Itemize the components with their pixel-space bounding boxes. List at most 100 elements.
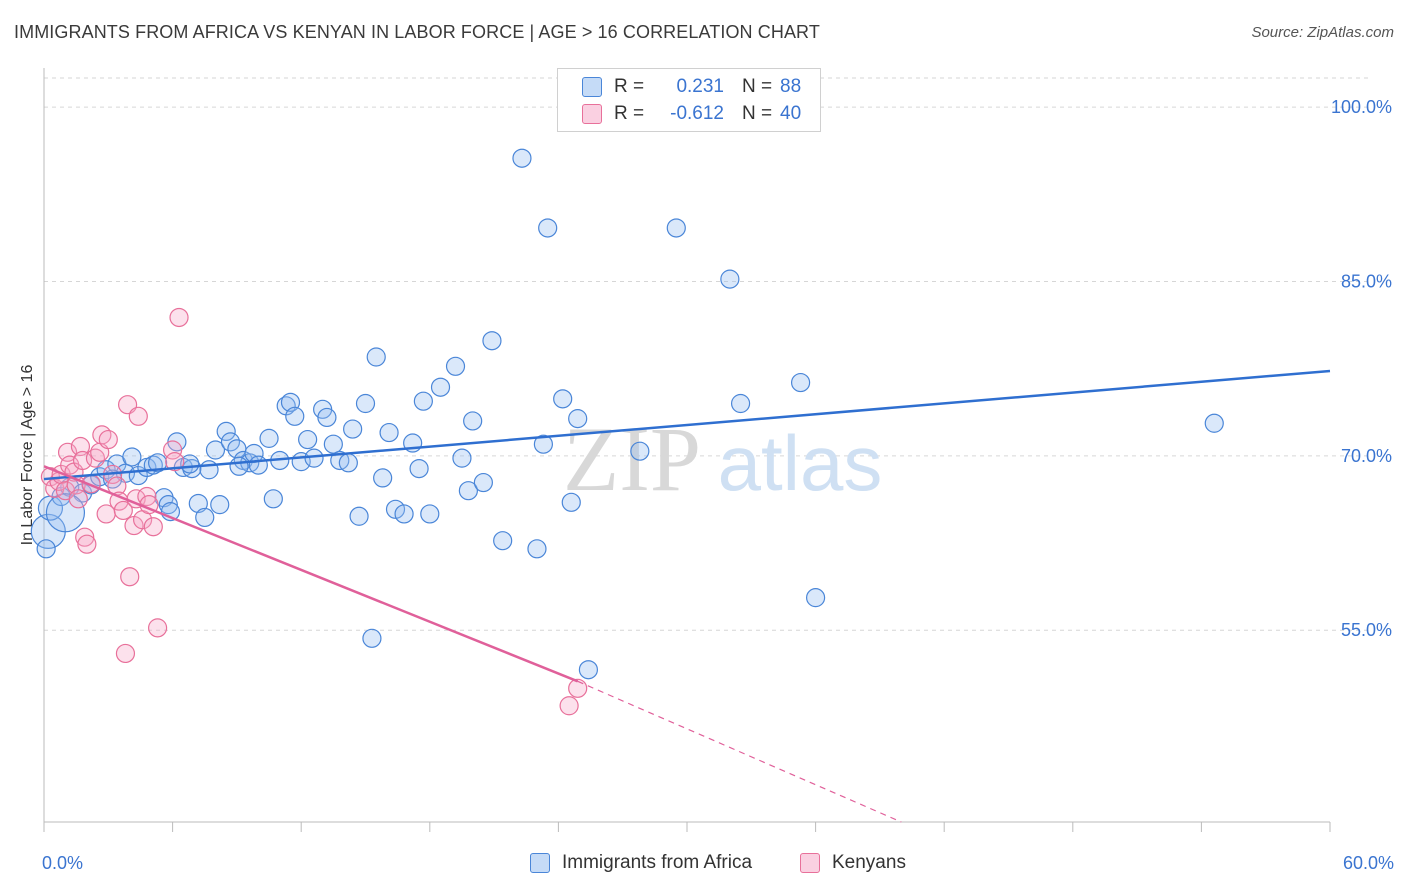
legend-label-kenyans: Kenyans (832, 852, 906, 873)
data-point (559, 696, 579, 716)
data-point (409, 459, 429, 479)
correlation-legend: R = 0.231 N = 88 R = -0.612 N = 40 (557, 68, 821, 132)
legend-item-kenyans: Kenyans (800, 852, 906, 874)
legend-swatch-pink (800, 853, 820, 873)
watermark: ZIP atlas (563, 408, 882, 510)
data-point (75, 527, 95, 547)
data-point (568, 409, 588, 429)
data-point (493, 531, 513, 551)
data-point (113, 500, 133, 521)
data-point (720, 269, 740, 289)
source-label: Source: ZipAtlas.com (1251, 24, 1394, 41)
data-point (120, 567, 140, 587)
trend-line-kenyans-extension (577, 680, 902, 823)
data-point (630, 441, 650, 461)
chart-title: IMMIGRANTS FROM AFRICA VS KENYAN IN LABO… (14, 22, 820, 42)
legend-r-label: R = (614, 76, 645, 97)
data-point (482, 331, 502, 351)
legend-r-value: 0.231 (676, 76, 724, 97)
data-point (561, 492, 581, 512)
data-point (568, 678, 588, 698)
y-tick-label: 85.0% (1341, 271, 1392, 291)
legend-n-label: N = (742, 76, 773, 97)
legend-r-label: R = (614, 103, 645, 124)
data-point (379, 422, 399, 443)
data-point (165, 452, 185, 472)
data-point (70, 436, 91, 457)
data-point (147, 618, 168, 638)
data-point (343, 419, 363, 439)
data-point (323, 434, 343, 454)
data-point (666, 218, 686, 238)
trend-line-kenyans (43, 465, 579, 683)
data-point (98, 429, 118, 450)
data-point (128, 406, 148, 426)
data-point (147, 453, 168, 473)
legend-row-africa: R = 0.231 N = 88 (582, 75, 801, 99)
data-point (413, 391, 433, 411)
data-point (317, 407, 337, 428)
tick-labels: 55.0% 70.0% 85.0% 100.0% 0.0% 60.0% (42, 97, 1394, 873)
data-point (122, 447, 142, 467)
data-point (420, 504, 440, 524)
data-point (430, 377, 451, 397)
series-legend: Immigrants from Africa Kenyans (0, 852, 1406, 878)
data-point (229, 456, 249, 476)
legend-r-value: -0.612 (670, 103, 724, 124)
legend-swatch-blue (530, 853, 550, 873)
data-point (355, 393, 376, 414)
data-point (790, 372, 811, 393)
data-point (188, 493, 208, 514)
data-point (394, 504, 414, 524)
legend-row-kenyans: R = -0.612 N = 40 (582, 102, 801, 126)
data-point (163, 440, 183, 460)
series-immigrants-from-africa (30, 148, 1224, 680)
legend-swatch-pink (582, 104, 602, 124)
data-point (77, 534, 97, 554)
data-point (158, 495, 178, 515)
data-point (349, 506, 369, 526)
data-point (366, 347, 386, 367)
data-point (285, 406, 305, 426)
data-point (298, 429, 318, 450)
data-point (362, 628, 382, 648)
data-point (338, 453, 358, 473)
data-point (553, 389, 573, 409)
series-kenyans (40, 307, 588, 716)
data-point (45, 493, 86, 533)
data-point (527, 539, 547, 559)
data-point (473, 472, 493, 493)
data-point (180, 454, 200, 474)
y-tick-label: 70.0% (1341, 446, 1392, 466)
data-point (538, 218, 558, 238)
watermark-atlas: atlas (718, 419, 883, 507)
legend-item-africa: Immigrants from Africa (530, 852, 752, 874)
data-point (805, 588, 826, 608)
data-point (68, 489, 88, 509)
data-point (195, 507, 215, 528)
axes (43, 68, 1331, 832)
legend-swatch-blue (582, 77, 602, 97)
data-point (463, 411, 483, 431)
data-point (578, 660, 599, 680)
legend-label-africa: Immigrants from Africa (562, 852, 753, 873)
data-point (533, 434, 553, 454)
data-point (730, 393, 751, 414)
data-point (373, 468, 393, 488)
data-point (137, 486, 157, 507)
data-point (216, 421, 236, 441)
data-point (1204, 413, 1224, 433)
data-point (385, 499, 406, 519)
trend-line-africa (43, 369, 1331, 481)
data-point (143, 517, 163, 537)
legend-n-value: 88 (780, 76, 802, 97)
x-tick-label: 0.0% (42, 853, 83, 873)
grid-lines (44, 77, 1370, 631)
data-point (263, 489, 283, 509)
data-point (115, 643, 136, 664)
legend-n-value: 40 (780, 103, 802, 124)
data-point (248, 455, 268, 475)
data-point (452, 448, 472, 468)
data-point (205, 440, 226, 460)
